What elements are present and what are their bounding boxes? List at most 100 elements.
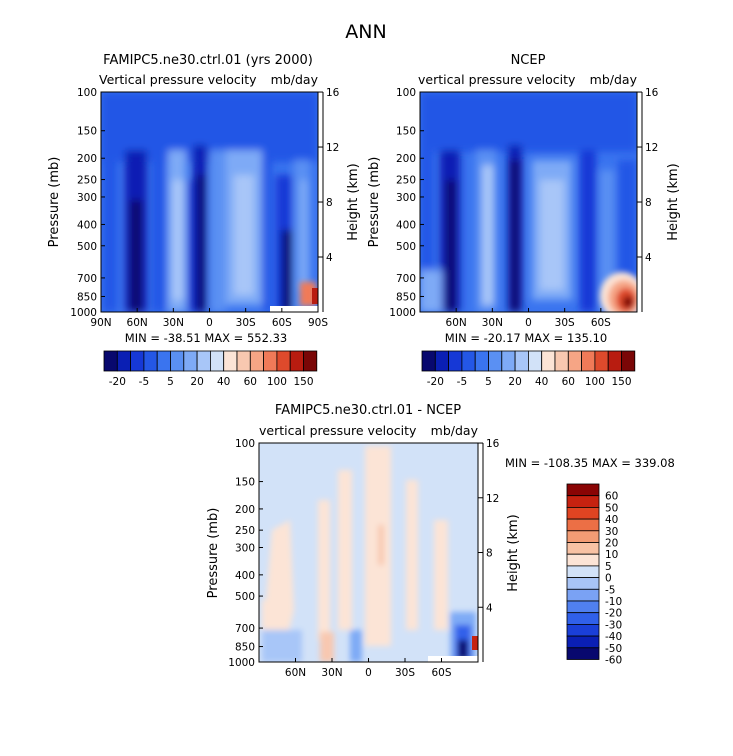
colorbar-swatch [236, 350, 251, 372]
units-label: mb/day [431, 423, 479, 438]
panel-title: FAMIPC5.ne30.ctrl.01 - NCEP [275, 403, 461, 418]
colorbar-label: 10 [605, 549, 618, 561]
contour-field [259, 443, 478, 662]
y-tick-label: 300 [77, 192, 97, 204]
y2-tick-label: 4 [486, 602, 493, 614]
colorbar-swatch [448, 350, 463, 372]
colorbar-label: 0 [605, 573, 612, 585]
y-tick-label: 100 [235, 438, 255, 450]
y2-tick-label: 8 [486, 548, 493, 560]
colorbar-swatch [209, 350, 225, 372]
y-tick-label: 1000 [228, 657, 255, 669]
y2-axis-label: Height (km) [506, 514, 521, 591]
colorbar-label: -20 [109, 376, 126, 388]
colorbar-swatch [607, 350, 622, 372]
colorbar-swatch [566, 565, 600, 579]
colorbar-label: 60 [562, 376, 575, 388]
x-tick-label: 60S [431, 667, 451, 679]
colorbar-swatch [103, 350, 118, 372]
y-tick-label: 850 [396, 291, 416, 303]
y2-tick-label: 8 [326, 197, 333, 209]
panel-title: FAMIPC5.ne30.ctrl.01 (yrs 2000) [103, 53, 313, 68]
contour-field [101, 92, 318, 312]
colorbar-label: -10 [605, 596, 622, 608]
variable-label: Vertical pressure velocity [99, 72, 257, 87]
colorbar-swatch [514, 350, 529, 372]
colorbar-swatch [566, 647, 600, 660]
y-tick-label: 850 [235, 642, 255, 654]
colorbar-label: -30 [605, 619, 622, 631]
x-tick-label: 60S [272, 317, 292, 329]
units-label: mb/day [590, 72, 638, 87]
y-tick-label: 700 [235, 623, 255, 635]
colorbar-label: 60 [244, 376, 257, 388]
y-tick-label: 400 [235, 570, 255, 582]
x-tick-label: 0 [525, 317, 532, 329]
colorbar-swatch [249, 350, 265, 372]
y-tick-label: 1000 [389, 307, 416, 319]
y-axis-label: Pressure (mb) [206, 508, 221, 599]
y2-tick-label: 16 [486, 438, 500, 450]
y-tick-label: 500 [235, 591, 255, 603]
colorbar-swatch [541, 350, 556, 372]
axes: 100 150 200 250 300 400 500 700 850 1000 16 12 8 4 90N… [70, 87, 339, 329]
colorbar-label: -5 [605, 584, 615, 596]
colorbar-label: 5 [605, 561, 612, 573]
x-tick-label: 30N [163, 317, 184, 329]
colorbar: -20 -5 5 20 40 60 100 150 [103, 350, 318, 388]
y2-tick-label: 8 [645, 197, 652, 209]
colorbar-swatch [566, 483, 600, 497]
colorbar-label: 20 [508, 376, 521, 388]
colorbar-label: 5 [485, 376, 492, 388]
y-tick-label: 850 [77, 291, 97, 303]
x-tick-label: 90N [90, 317, 111, 329]
y2-tick-label: 16 [326, 87, 340, 99]
stats-label: MIN = -38.51 MAX = 552.33 [125, 331, 287, 345]
colorbar-label: 50 [605, 502, 618, 514]
colorbar-label: 100 [585, 376, 605, 388]
axes: 100 150 200 250 300 400 500 700 850 1000 16 12 8 4 60N… [389, 87, 658, 329]
y-tick-label: 150 [396, 126, 416, 138]
colorbar-label: 40 [217, 376, 230, 388]
page-title: ANN [345, 21, 386, 43]
colorbar-swatch [276, 350, 291, 372]
colorbar-label: -5 [457, 376, 467, 388]
y2-axis-label: Height (km) [666, 163, 681, 240]
colorbar-label: 100 [267, 376, 287, 388]
colorbar-swatch [289, 350, 304, 372]
y-tick-label: 100 [77, 87, 97, 99]
x-tick-label: 60N [127, 317, 148, 329]
colorbar-swatch [566, 553, 600, 567]
colorbar-swatch [474, 350, 489, 372]
colorbar-swatch [116, 350, 132, 372]
x-tick-label: 0 [365, 667, 372, 679]
colorbar-swatch [528, 350, 543, 372]
colorbar-label: -50 [605, 643, 622, 655]
colorbar-swatch [501, 350, 516, 372]
colorbar-swatch [566, 518, 600, 532]
colorbar-swatch [434, 350, 449, 372]
stats-label: MIN = -20.17 MAX = 135.10 [445, 331, 607, 345]
x-tick-label: 30S [395, 667, 415, 679]
colorbar-label: 40 [535, 376, 548, 388]
y2-tick-label: 4 [326, 252, 333, 264]
panel-title: NCEP [511, 53, 546, 68]
x-tick-label: 60S [591, 317, 611, 329]
colorbar-swatch [566, 624, 600, 637]
colorbar-swatch [143, 350, 158, 372]
colorbar-swatch [421, 350, 436, 372]
panel-model: FAMIPC5.ne30.ctrl.01 (yrs 2000) Vertical… [47, 53, 361, 388]
colorbar-swatch [566, 588, 600, 602]
y-tick-label: 250 [396, 175, 416, 187]
colorbar-label: 20 [605, 538, 618, 550]
y-axis-label: Pressure (mb) [367, 157, 382, 248]
variable-label: vertical pressure velocity [259, 423, 417, 438]
colorbar: -20 -5 5 20 40 60 100 150 [421, 350, 636, 388]
colorbar-swatch [170, 350, 185, 372]
y-tick-label: 500 [396, 241, 416, 253]
stats-label: MIN = -108.35 MAX = 339.08 [505, 456, 675, 470]
y-axis-label: Pressure (mb) [47, 157, 62, 248]
x-tick-label: 30N [321, 667, 342, 679]
y-tick-label: 200 [396, 153, 416, 165]
